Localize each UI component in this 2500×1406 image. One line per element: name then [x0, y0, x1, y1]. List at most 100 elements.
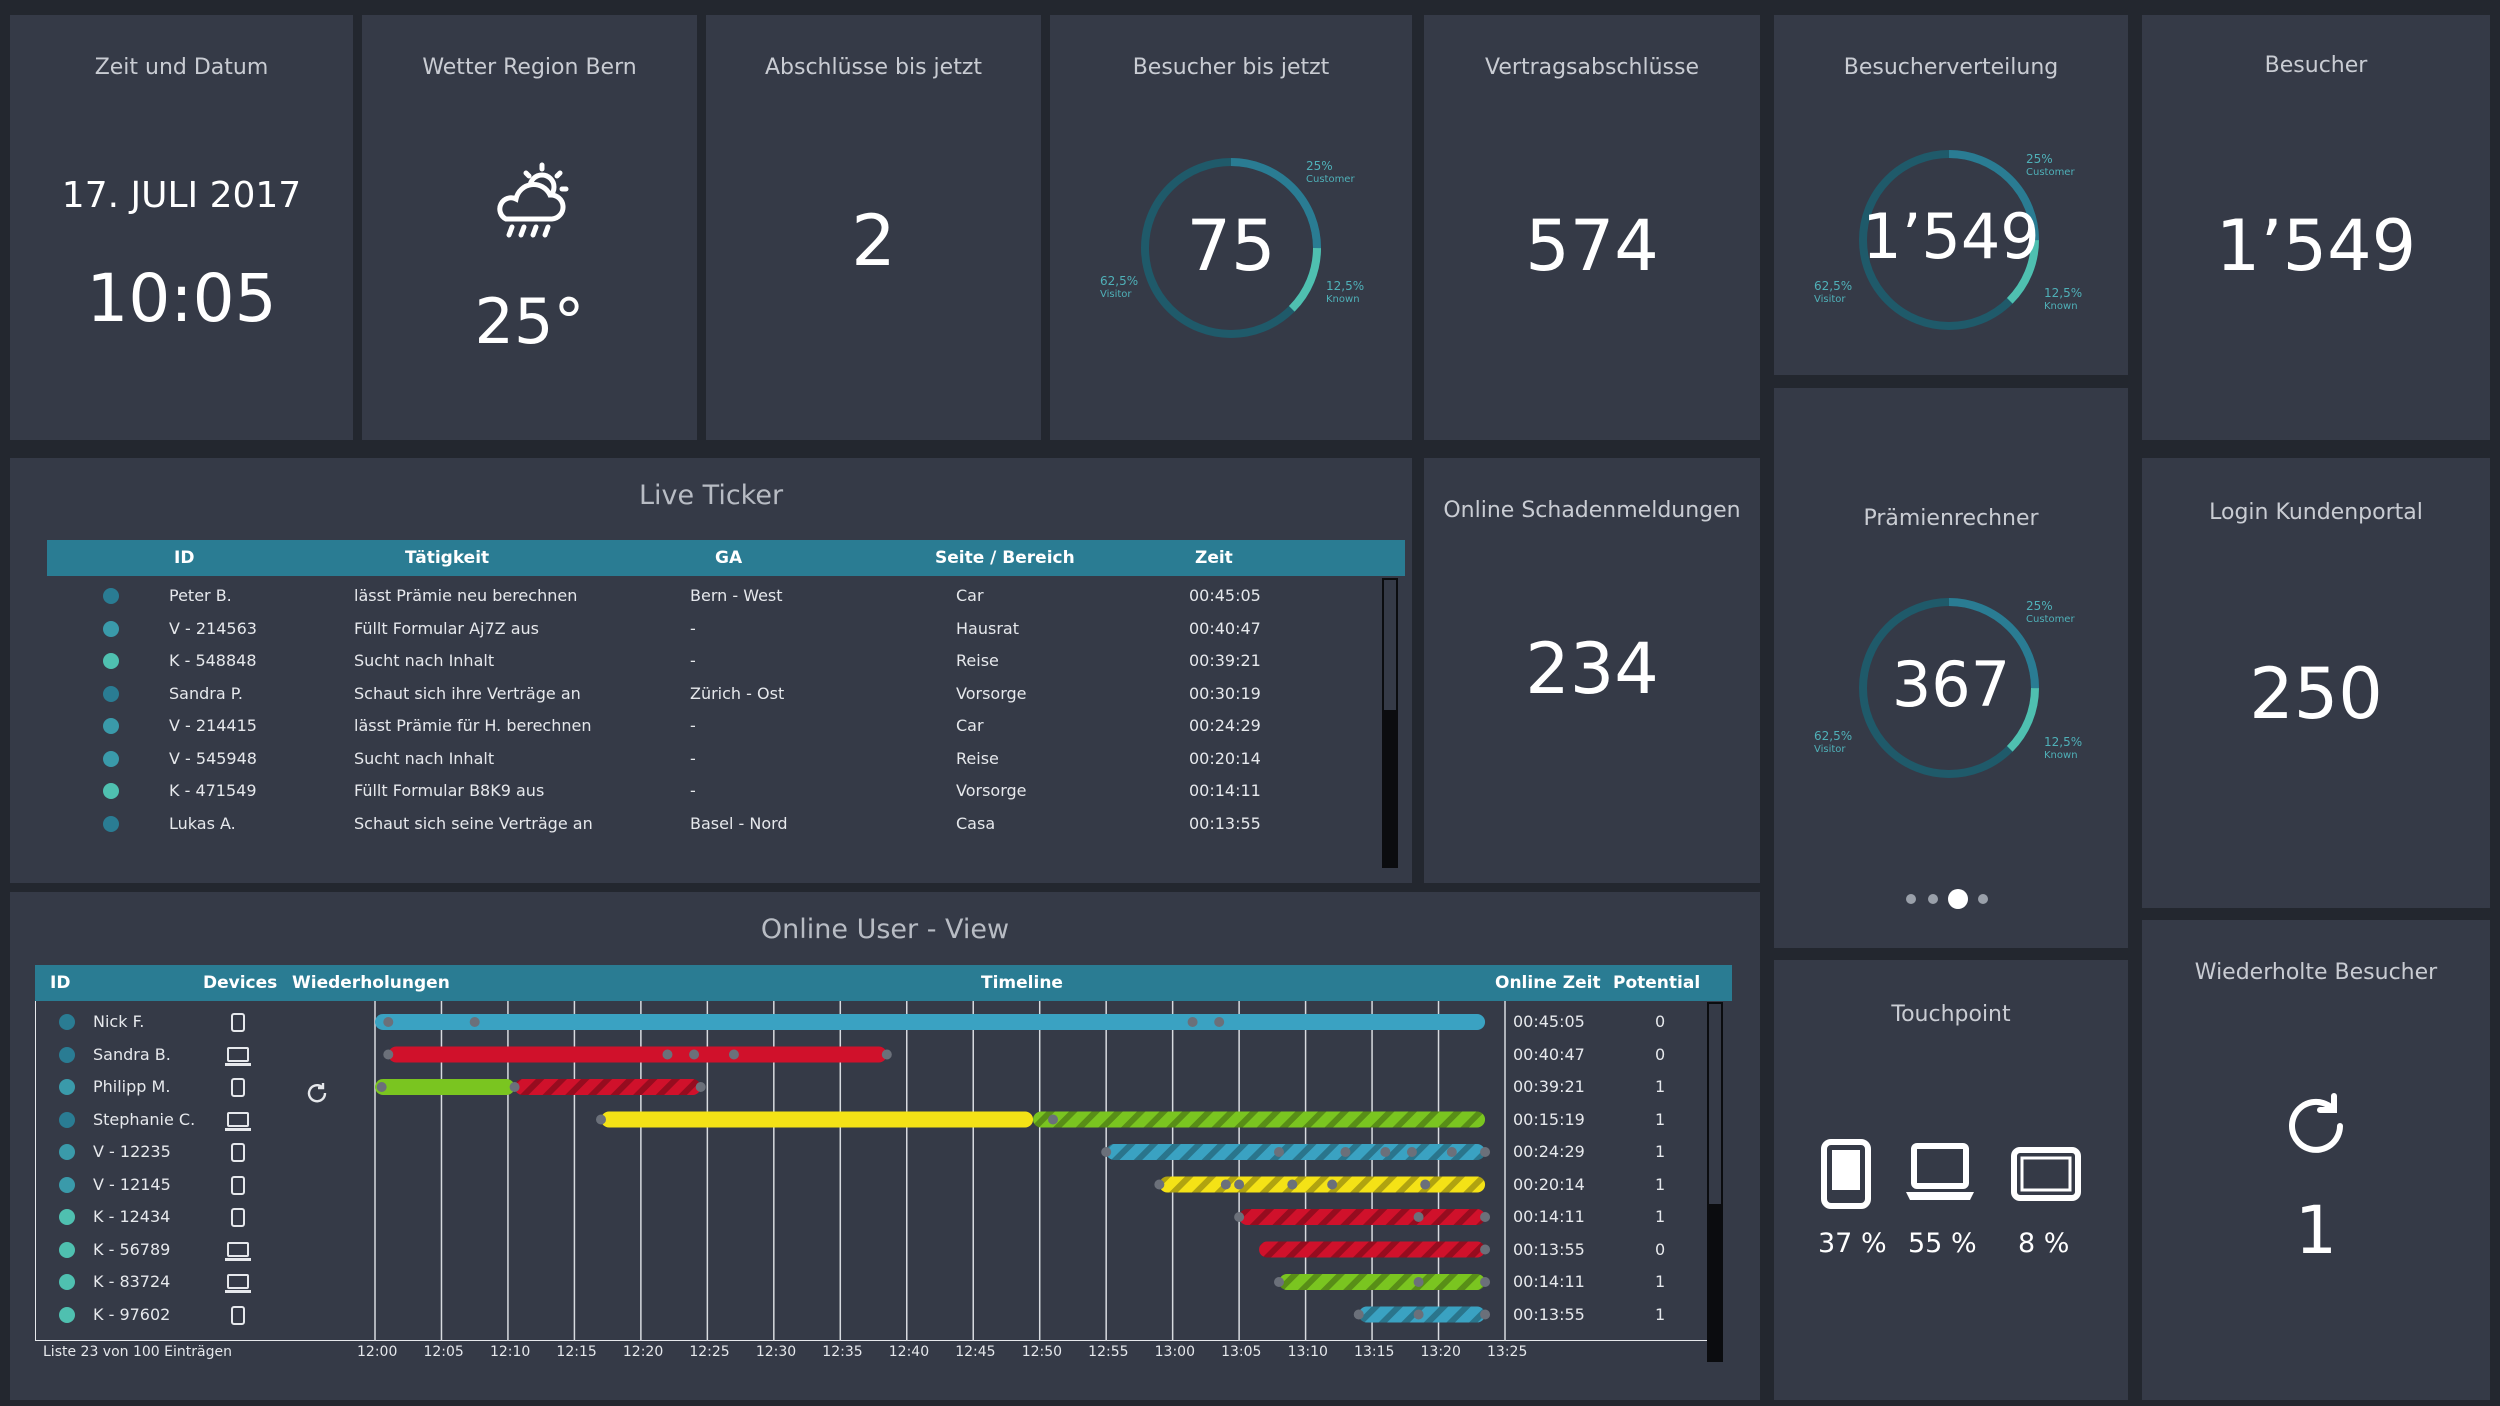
col-id[interactable]: ID	[174, 548, 195, 568]
timeline-event-dot[interactable]	[728, 1049, 739, 1060]
timeline-segment[interactable]	[1106, 1144, 1486, 1160]
user-row[interactable]: Nick F. 00:45:05 0	[35, 1006, 1715, 1038]
user-row[interactable]: Sandra B. 00:40:47 0	[35, 1039, 1715, 1071]
timeline-event-dot[interactable]	[1274, 1147, 1284, 1157]
ticker-scrollbar[interactable]	[1382, 578, 1398, 868]
tile-title: Online Schadenmeldungen	[1443, 498, 1741, 523]
timeline-event-dot[interactable]	[1187, 1017, 1198, 1027]
timeline-event-dot[interactable]	[1327, 1179, 1338, 1190]
timeline-event-dot[interactable]	[1048, 1114, 1058, 1125]
pager-dot[interactable]	[1906, 894, 1916, 904]
tablet-icon	[2011, 1147, 2081, 1201]
user-row[interactable]: K - 83724 00:14:11 1	[35, 1266, 1715, 1298]
timeline-event-dot[interactable]	[1101, 1147, 1112, 1157]
timeline-event-dot[interactable]	[662, 1049, 673, 1060]
col-timeline[interactable]: Timeline	[981, 973, 1063, 993]
timeline-event-dot[interactable]	[1446, 1147, 1457, 1157]
user-row[interactable]: V - 12145 00:20:14 1	[35, 1169, 1715, 1201]
timeline-event-dot[interactable]	[1234, 1212, 1245, 1222]
user-row[interactable]: Stephanie C. 00:15:19 1	[35, 1104, 1715, 1136]
timeline-segment[interactable]	[1033, 1111, 1486, 1128]
col-online[interactable]: Online Zeit	[1495, 973, 1601, 993]
timeline-segment[interactable]	[1259, 1241, 1486, 1258]
ticker-cell-ga: Zürich - Ost	[690, 683, 785, 703]
ticker-row[interactable]: Sandra P. Schaut sich ihre Verträge an Zür…	[47, 678, 1377, 710]
label-visitor: 62,5% Visitor	[1814, 279, 1853, 306]
timeline-event-dot[interactable]	[509, 1082, 520, 1092]
timeline-event-dot[interactable]	[1480, 1309, 1491, 1320]
ticker-row[interactable]: V - 214563 Füllt Formular Aj7Z aus - Hausra…	[47, 613, 1377, 645]
col-time[interactable]: Zeit	[1195, 548, 1233, 568]
timeline-chart	[374, 1001, 1506, 1341]
ticker-row[interactable]: K - 471549 Füllt Formular B8K9 aus - Vorsor…	[47, 775, 1377, 807]
timeline-event-dot[interactable]	[1214, 1017, 1225, 1027]
timeline-event-dot[interactable]	[1353, 1309, 1364, 1320]
timeline-event-dot[interactable]	[1480, 1147, 1491, 1157]
timeline-segment[interactable]	[1239, 1209, 1486, 1225]
timeline-segment[interactable]	[375, 1014, 1486, 1030]
tick-label: 13:15	[1354, 1344, 1395, 1360]
user-row[interactable]: Philipp M. 00:39:21 1	[35, 1071, 1715, 1103]
timeline-event-dot[interactable]	[1234, 1179, 1245, 1190]
timeline-event-dot[interactable]	[1413, 1277, 1424, 1287]
label-known: 12,5% Known	[2044, 735, 2083, 762]
ticker-cell-ga: -	[690, 651, 696, 670]
col-devices[interactable]: Devices	[203, 973, 278, 993]
scrollbar-thumb[interactable]	[1709, 1004, 1721, 1204]
timeline-event-dot[interactable]	[1406, 1147, 1417, 1157]
pager-dot-active[interactable]	[1948, 889, 1968, 909]
user-row[interactable]: K - 12434 00:14:11 1	[35, 1201, 1715, 1233]
timeline-event-dot[interactable]	[881, 1049, 892, 1060]
col-page[interactable]: Seite / Bereich	[935, 548, 1075, 568]
col-id[interactable]: ID	[50, 973, 71, 993]
timeline-event-dot[interactable]	[1413, 1309, 1424, 1320]
timeline-event-dot[interactable]	[1154, 1179, 1165, 1190]
timeline-event-dot[interactable]	[383, 1017, 394, 1027]
user-id: V - 12235	[93, 1142, 171, 1161]
timeline-event-dot[interactable]	[1220, 1179, 1231, 1190]
timeline-segment[interactable]	[1279, 1274, 1486, 1290]
timeline-event-dot[interactable]	[1480, 1244, 1491, 1255]
timeline-event-dot[interactable]	[1380, 1147, 1391, 1157]
timeline-event-dot[interactable]	[1420, 1179, 1431, 1190]
user-row[interactable]: K - 56789 00:13:55 0	[35, 1234, 1715, 1266]
pager-dot[interactable]	[1928, 894, 1938, 904]
ticker-row[interactable]: V - 545948 Sucht nach Inhalt - Reise 00:20:1…	[47, 743, 1377, 775]
timeline-event-dot[interactable]	[1287, 1179, 1298, 1190]
timeline-event-dot[interactable]	[1480, 1212, 1491, 1222]
user-row[interactable]: V - 12235 00:24:29 1	[35, 1136, 1715, 1168]
timeline-event-dot[interactable]	[596, 1114, 606, 1125]
timeline-event-dot[interactable]	[383, 1049, 394, 1060]
ticker-row[interactable]: K - 548848 Sucht nach Inhalt - Reise 00:39:2…	[47, 645, 1377, 677]
col-activity[interactable]: Tätigkeit	[405, 548, 490, 568]
timeline-event-dot[interactable]	[376, 1082, 387, 1092]
ticker-cell-page: Vorsorge	[956, 683, 1027, 703]
timeline-event-dot[interactable]	[1413, 1212, 1424, 1222]
scrollbar-thumb[interactable]	[1384, 580, 1396, 710]
ticker-cell-activity: Füllt Formular B8K9 aus	[354, 781, 545, 800]
user-row[interactable]: K - 97602 00:13:55 1	[35, 1299, 1715, 1331]
timeline-segment[interactable]	[388, 1046, 887, 1063]
col-repeat[interactable]: Wiederholungen	[292, 973, 450, 993]
ticker-row[interactable]: Peter B. lässt Prämie neu berechnen Bern -…	[47, 580, 1377, 612]
timeline-event-dot[interactable]	[1340, 1147, 1351, 1157]
timeline-event-dot[interactable]	[1274, 1277, 1284, 1287]
timeline-segment[interactable]	[514, 1079, 701, 1095]
ticker-row[interactable]: Lukas A. Schaut sich seine Verträge an Bas…	[47, 808, 1377, 840]
timeline-event-dot[interactable]	[1480, 1277, 1491, 1287]
timeline-segment[interactable]	[375, 1079, 515, 1095]
timeline-event-dot[interactable]	[695, 1082, 706, 1092]
userview-scrollbar[interactable]	[1707, 1002, 1723, 1362]
col-potential[interactable]: Potential	[1613, 973, 1701, 993]
carousel-pager	[1906, 888, 2006, 910]
tile-title: Zeit und Datum	[94, 55, 269, 80]
timeline-segment[interactable]	[601, 1111, 1034, 1128]
potential-value: 0	[1655, 1044, 1666, 1064]
pager-dot[interactable]	[1978, 894, 1988, 904]
ticker-row[interactable]: V - 214415 lässt Prämie für H. berechnen -…	[47, 710, 1377, 742]
col-ga[interactable]: GA	[715, 548, 743, 568]
ticker-cell-page: Reise	[956, 748, 999, 768]
timeline-event-dot[interactable]	[689, 1049, 700, 1060]
timeline-event-dot[interactable]	[469, 1017, 480, 1027]
donut-segment-customer	[1859, 150, 2039, 330]
